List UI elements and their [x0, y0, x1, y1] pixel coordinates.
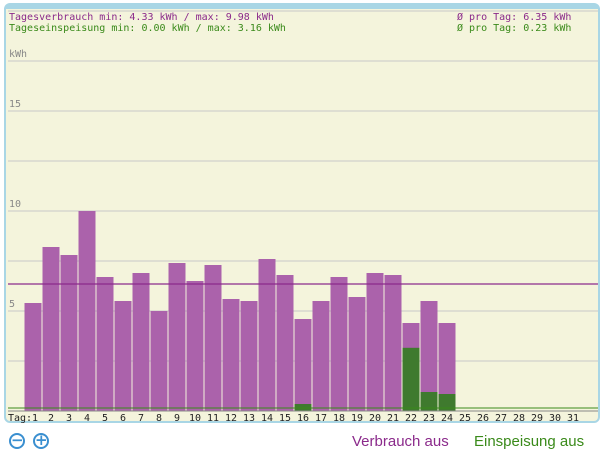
x-tick-label: 10 — [189, 413, 201, 424]
x-tick-label: 16 — [297, 413, 309, 424]
x-tick-label: 15 — [279, 413, 291, 424]
consumption-bar — [96, 277, 114, 411]
consumption-bar — [114, 301, 132, 411]
y-axis-label: kWh — [9, 49, 27, 60]
consumption-bar — [258, 259, 276, 411]
consumption-bar — [312, 301, 330, 411]
x-tick-label: 21 — [387, 413, 399, 424]
consumption-bar — [420, 301, 438, 411]
consumption-bar — [276, 275, 294, 411]
consumption-bar — [348, 297, 366, 411]
consumption-bar — [438, 323, 456, 411]
consumption-bar — [330, 277, 348, 411]
x-tick-label: 5 — [102, 413, 108, 424]
feedin-average: Ø pro Tag: 0.23 kWh — [457, 23, 572, 34]
consumption-summary: Tagesverbrauch min: 4.33 kWh / max: 9.98… — [9, 12, 274, 23]
x-tick-label: 23 — [423, 413, 435, 424]
plus-icon: + — [35, 431, 48, 449]
consumption-bar — [24, 303, 42, 411]
consumption-bar — [366, 273, 384, 411]
x-tick-label: 26 — [477, 413, 489, 424]
x-tick-label: 3 — [66, 413, 72, 424]
y-tick-label: 5 — [9, 299, 15, 310]
x-tick-label: 6 — [120, 413, 126, 424]
consumption-bar — [240, 301, 258, 411]
consumption-bar — [222, 299, 240, 411]
feedin-toggle-button[interactable]: Einspeisung aus — [474, 433, 585, 450]
chart-controls: − + Verbrauch aus Einspeisung aus — [0, 425, 608, 457]
consumption-average: Ø pro Tag: 6.35 kWh — [457, 12, 572, 23]
x-tick-label: 28 — [513, 413, 525, 424]
consumption-bar — [204, 265, 222, 411]
x-tick-label: 22 — [405, 413, 417, 424]
x-tick-label: 18 — [333, 413, 345, 424]
consumption-bar — [186, 281, 204, 411]
zoom-in-button[interactable]: + — [33, 433, 49, 449]
feedin-summary: Tageseinspeisung min: 0.00 kWh / max: 3.… — [9, 23, 286, 34]
x-tick-label: 13 — [243, 413, 255, 424]
x-tick-label: 20 — [369, 413, 381, 424]
consumption-bar — [168, 263, 186, 411]
x-tick-label: 11 — [207, 413, 219, 424]
x-tick-label: 25 — [459, 413, 471, 424]
x-tick-label: 29 — [531, 413, 543, 424]
y-tick-label: 10 — [9, 199, 21, 210]
x-tick-label: 9 — [174, 413, 180, 424]
feedin-bar — [420, 392, 438, 411]
x-tick-label: 7 — [138, 413, 144, 424]
consumption-bar — [60, 255, 78, 411]
consumption-bar — [78, 211, 96, 411]
zoom-out-button[interactable]: − — [9, 433, 25, 449]
consumption-bar — [150, 311, 168, 411]
consumption-bar — [42, 247, 60, 411]
x-tick-label: 14 — [261, 413, 273, 424]
x-tick-label: 17 — [315, 413, 327, 424]
y-tick-label: 15 — [9, 99, 21, 110]
x-tick-label: 12 — [225, 413, 237, 424]
x-tick-label: 31 — [567, 413, 579, 424]
feedin-bar — [402, 347, 420, 411]
x-tick-label: 27 — [495, 413, 507, 424]
x-axis-prefix: Tag: — [8, 413, 32, 424]
x-tick-label: 19 — [351, 413, 363, 424]
consumption-toggle-button[interactable]: Verbrauch aus — [352, 433, 449, 450]
minus-icon: − — [11, 431, 24, 449]
x-tick-label: 2 — [48, 413, 54, 424]
x-tick-label: 8 — [156, 413, 162, 424]
consumption-bar — [132, 273, 150, 411]
x-tick-label: 24 — [441, 413, 453, 424]
consumption-bar — [294, 319, 312, 411]
feedin-bar — [438, 394, 456, 411]
x-tick-label: 4 — [84, 413, 90, 424]
x-tick-label: 30 — [549, 413, 561, 424]
consumption-bar — [384, 275, 402, 411]
x-tick-label: 1 — [32, 413, 38, 424]
